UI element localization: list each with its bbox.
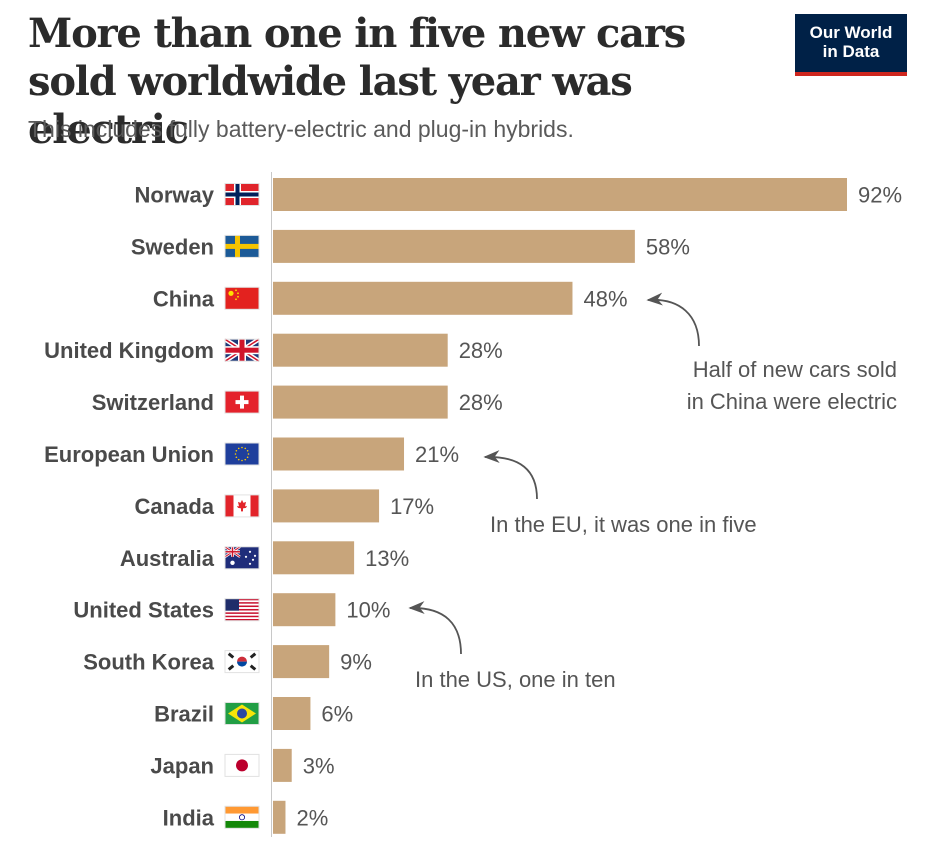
value-label: 21% (415, 442, 459, 467)
category-label: Switzerland (92, 390, 214, 415)
category-label: South Korea (83, 650, 215, 675)
category-label: China (153, 286, 215, 311)
annotation-arrow-european-union (483, 450, 538, 500)
bar-rows: Norway 92% Sweden 58% China 48% United Kingdom… (44, 178, 902, 834)
brazil-flag-icon (224, 702, 260, 725)
value-label: 58% (646, 234, 690, 259)
south-korea-flag-icon (224, 650, 260, 674)
bar[interactable] (273, 489, 380, 523)
india-flag-icon (224, 805, 260, 829)
annotation-arrow-united-states (408, 601, 462, 655)
value-label: 48% (583, 286, 627, 311)
eu-flag-icon (224, 442, 260, 466)
value-label: 3% (303, 753, 335, 778)
value-label: 2% (296, 805, 328, 830)
annotation-text-united-states: In the US, one in ten (415, 667, 616, 692)
category-label: Japan (150, 753, 214, 778)
bar[interactable] (273, 697, 311, 730)
bar[interactable] (273, 645, 330, 679)
category-label: United States (73, 598, 214, 623)
value-label: 13% (365, 546, 409, 571)
value-label: 9% (340, 650, 372, 675)
switzerland-flag-icon (224, 390, 260, 414)
category-label: Sweden (131, 234, 214, 259)
category-label: European Union (44, 442, 214, 467)
category-label: India (163, 805, 215, 830)
chart-title: More than one in five new cars sold worl… (28, 10, 686, 153)
china-flag-icon (224, 286, 260, 310)
sweden-flag-icon (224, 234, 260, 258)
bar[interactable] (273, 800, 286, 834)
australia-flag-icon (224, 545, 260, 570)
value-label: 6% (321, 702, 353, 727)
bar[interactable] (273, 437, 405, 471)
annotations: Half of new cars sold in China were elect… (408, 292, 897, 692)
value-label: 28% (459, 390, 503, 415)
category-label: Norway (135, 183, 215, 208)
category-label: United Kingdom (44, 338, 214, 363)
category-label: Canada (135, 494, 215, 519)
bar[interactable] (273, 281, 573, 315)
us-flag-icon (224, 598, 260, 622)
annotation-text-china: in China were electric (687, 389, 897, 414)
category-label: Australia (120, 546, 215, 571)
canada-flag-icon (224, 494, 260, 518)
bar[interactable] (273, 593, 336, 627)
japan-flag-icon (224, 753, 260, 777)
category-label: Brazil (154, 702, 214, 727)
bar[interactable] (273, 229, 635, 263)
owid-logo[interactable]: Our World in Data (795, 14, 907, 76)
annotation-arrow-china (646, 292, 700, 347)
annotation-text-european-union: In the EU, it was one in five (490, 512, 757, 537)
bar[interactable] (273, 385, 448, 419)
bar[interactable] (273, 541, 355, 575)
logo-line-2: in Data (822, 42, 880, 61)
bar[interactable] (273, 333, 448, 367)
value-label: 17% (390, 494, 434, 519)
value-label: 28% (459, 338, 503, 363)
bar[interactable] (273, 748, 292, 782)
value-label: 92% (858, 183, 902, 208)
value-label: 10% (346, 598, 390, 623)
bar[interactable] (273, 178, 847, 211)
chart-subtitle: This includes fully battery-electric and… (28, 116, 574, 142)
uk-flag-icon (223, 337, 261, 364)
norway-flag-icon (224, 183, 260, 206)
logo-line-1: Our World (809, 23, 893, 42)
annotation-text-china: Half of new cars sold (693, 357, 897, 382)
